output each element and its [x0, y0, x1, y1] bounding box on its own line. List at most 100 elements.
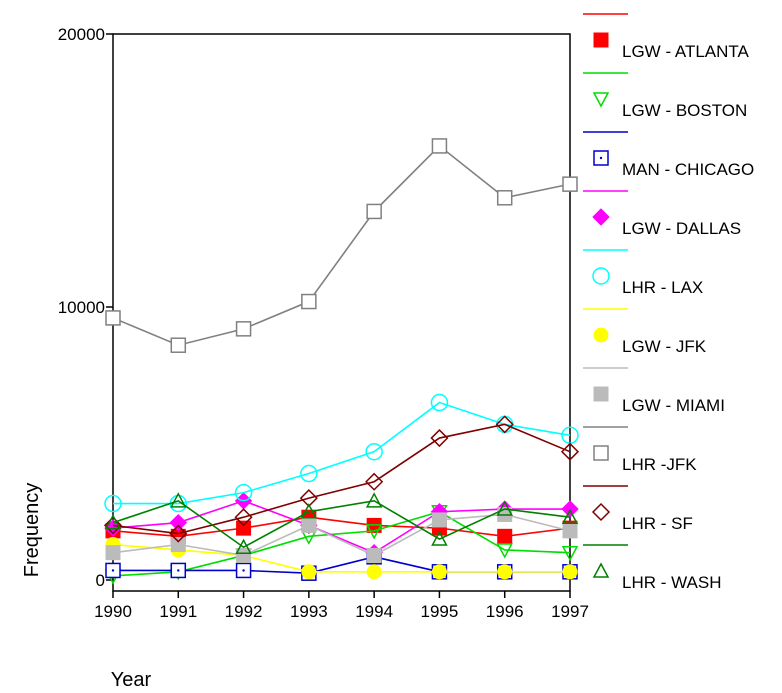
series-6 [105, 506, 578, 563]
data-point-marker [103, 516, 123, 535]
data-point-marker [236, 547, 252, 563]
series-line [112, 423, 571, 535]
data-point-marker [365, 524, 383, 540]
data-point-marker [170, 492, 187, 508]
data-point-marker [561, 545, 579, 562]
data-point-marker [496, 543, 513, 559]
legend-label: MAN - CHICAGO [622, 160, 754, 179]
series-layer [103, 138, 580, 585]
legend-label: LGW - JFK [622, 337, 707, 356]
legend: LGW - ATLANTA LGW - BOSTON MAN - CHICAGO LG… [583, 13, 754, 592]
x-tick-label: 1991 [159, 602, 197, 621]
series-line [112, 543, 570, 573]
legend-item: LHR - LAX [583, 249, 703, 297]
data-point-marker [431, 530, 448, 546]
legend-item: LGW - BOSTON [583, 72, 747, 120]
y-tick-label: 20000 [58, 25, 105, 44]
series-line [112, 144, 571, 347]
data-point-marker [235, 562, 252, 579]
data-point-marker [105, 545, 121, 561]
x-tick-label: 1996 [486, 602, 524, 621]
data-point-marker [431, 512, 447, 528]
data-point-marker [170, 562, 187, 579]
data-point-marker [104, 514, 122, 530]
data-point-marker [300, 503, 318, 519]
legend-item: LGW - MIAMI [583, 367, 725, 415]
legend-marker [592, 267, 610, 285]
data-point-marker [497, 528, 513, 544]
legend-item: LHR - SF [583, 485, 693, 533]
legend-marker [592, 562, 610, 578]
data-point-marker [301, 517, 317, 533]
legend-label: LHR - WASH [622, 573, 722, 592]
data-point-marker [431, 564, 447, 580]
legend-marker [593, 445, 609, 461]
data-point-marker [366, 564, 382, 580]
legend-label: LGW - ATLANTA [622, 42, 750, 61]
series-line [112, 513, 571, 557]
x-tick-label: 1994 [355, 602, 393, 621]
y-axis: 0 10000 20000 [58, 25, 113, 590]
series-7 [105, 138, 578, 353]
data-point-marker [561, 508, 579, 524]
legend-marker [593, 327, 609, 343]
data-point-marker [562, 176, 578, 192]
data-point-marker [235, 538, 252, 554]
series-line [112, 516, 571, 538]
data-point-marker [431, 138, 448, 154]
data-point-marker [497, 564, 513, 580]
legend-label: LGW - MIAMI [622, 396, 725, 415]
x-tick-label: 1992 [225, 602, 263, 621]
data-point-marker [234, 483, 253, 502]
legend-item: LHR -JFK [583, 426, 697, 474]
data-point-marker [430, 393, 449, 412]
data-point-marker [236, 520, 252, 536]
data-point-marker [301, 293, 317, 310]
data-point-marker [169, 513, 187, 532]
x-tick-label: 1997 [551, 602, 589, 621]
data-point-marker [169, 524, 188, 543]
x-axis-title: Year [111, 669, 152, 691]
data-point-marker [365, 442, 383, 461]
data-point-marker [366, 547, 382, 563]
legend-label: LGW - BOSTON [622, 101, 747, 120]
data-point-marker [170, 537, 186, 553]
data-point-marker [366, 203, 382, 220]
y-tick-label: 0 [96, 571, 105, 590]
series-line [113, 401, 571, 505]
data-point-marker [562, 564, 578, 580]
data-point-marker [496, 190, 513, 206]
legend-item: MAN - CHICAGO [583, 131, 754, 179]
x-tick-label: 1990 [94, 602, 132, 621]
legend-label: LHR - LAX [622, 278, 703, 297]
data-point-marker [562, 523, 578, 539]
data-point-marker [496, 500, 513, 516]
data-point-marker [300, 464, 318, 483]
x-tick-label: 1993 [290, 602, 328, 621]
x-tick-label: 1995 [421, 602, 459, 621]
legend-item: LGW - JFK [583, 308, 707, 356]
data-point-marker [495, 415, 514, 434]
series-line [112, 499, 571, 549]
y-tick-label: 10000 [58, 298, 105, 317]
series-9 [104, 492, 579, 554]
data-point-marker [104, 494, 122, 513]
data-point-marker [234, 508, 253, 527]
data-point-marker [301, 564, 317, 580]
legend-marker [591, 502, 611, 522]
data-point-marker [560, 442, 580, 461]
y-axis-title: Frequency [21, 483, 43, 578]
legend-label: LGW - DALLAS [622, 219, 741, 238]
legend-item: LHR - WASH [583, 544, 722, 592]
series-line [112, 499, 570, 554]
series-4 [104, 393, 579, 513]
legend-marker [593, 150, 609, 166]
data-point-marker [235, 321, 252, 337]
legend-marker [593, 32, 609, 48]
legend-marker [592, 92, 610, 108]
legend-marker [592, 208, 610, 226]
data-point-marker [430, 428, 449, 448]
legend-item: LGW - ATLANTA [583, 13, 750, 61]
legend-label: LHR -JFK [622, 455, 697, 474]
